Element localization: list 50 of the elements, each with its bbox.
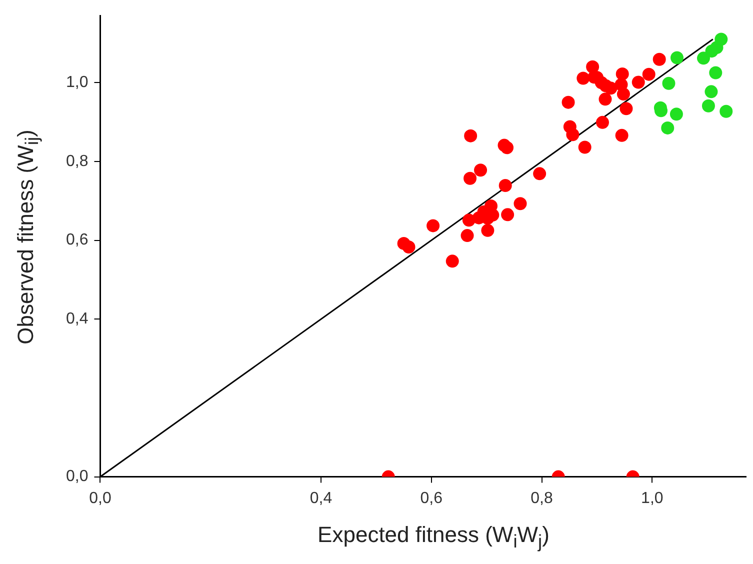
y-tick-label: 0,0 xyxy=(66,468,88,486)
point xyxy=(661,121,674,134)
point xyxy=(460,229,474,242)
x-tick-label: 0,6 xyxy=(420,490,443,507)
point xyxy=(714,32,728,46)
x-tick-label: 0,4 xyxy=(310,490,332,507)
point xyxy=(596,116,609,129)
point xyxy=(566,128,580,142)
point xyxy=(616,88,630,101)
point xyxy=(702,99,715,112)
point xyxy=(426,219,440,232)
x-tick-label: 0,0 xyxy=(89,490,112,507)
point xyxy=(474,164,488,177)
point xyxy=(501,208,514,222)
point xyxy=(498,178,512,192)
point xyxy=(533,167,546,180)
point xyxy=(604,82,618,95)
point xyxy=(616,67,629,80)
x-tick-label: 1,0 xyxy=(641,490,664,507)
point xyxy=(402,240,416,254)
point xyxy=(598,92,612,106)
point xyxy=(697,52,710,65)
x-tick-label: 0,8 xyxy=(530,490,554,507)
point xyxy=(620,102,633,116)
point xyxy=(500,141,514,154)
point xyxy=(632,76,645,89)
point xyxy=(709,66,722,80)
y-tick-label: 0,8 xyxy=(66,152,88,170)
point xyxy=(586,60,600,74)
point xyxy=(652,52,666,66)
point xyxy=(481,224,494,237)
point xyxy=(670,51,684,64)
point xyxy=(720,104,733,118)
point xyxy=(562,96,575,109)
point xyxy=(642,68,656,81)
point xyxy=(662,76,676,90)
point xyxy=(464,172,477,185)
point xyxy=(514,197,527,210)
y-tick-label: 1,0 xyxy=(66,74,88,92)
y-tick-label: 0,4 xyxy=(66,310,88,328)
point xyxy=(670,108,683,121)
point xyxy=(464,129,478,142)
x-axis-title: Expected fitness (W$_{i}$W$_{j}$) xyxy=(316,522,550,552)
point xyxy=(576,72,590,85)
point xyxy=(462,214,476,227)
point xyxy=(615,128,628,142)
point xyxy=(704,85,718,98)
point xyxy=(446,254,459,268)
point xyxy=(578,140,592,154)
y-tick-label: 0,6 xyxy=(66,232,88,249)
